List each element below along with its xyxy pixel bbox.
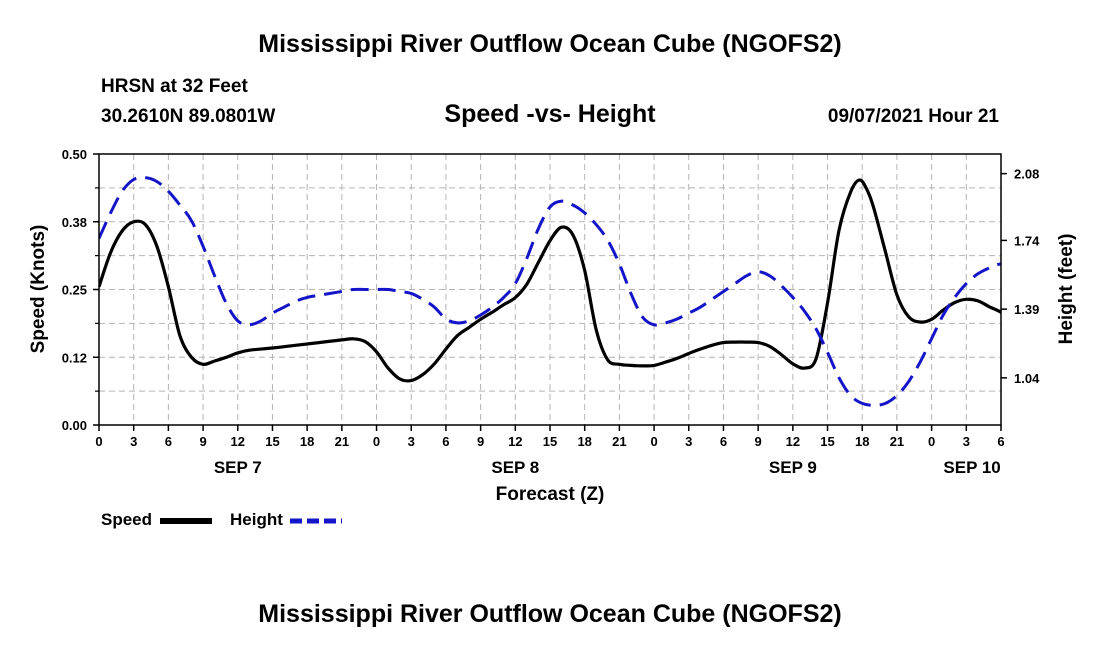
chart-title: Mississippi River Outflow Ocean Cube (NG… (258, 30, 842, 58)
legend: Speed Height (101, 510, 342, 529)
footer-title: Mississippi River Outflow Ocean Cube (NG… (258, 600, 842, 628)
x-tick-label: 6 (997, 434, 1004, 449)
x-tick-label: 12 (508, 434, 522, 449)
legend-label-speed: Speed (101, 510, 152, 529)
y-tick-label: 0.12 (62, 350, 87, 365)
y-tick-label: 0.50 (62, 147, 87, 162)
x-tick-label: 9 (477, 434, 484, 449)
y-axis-label: Speed (Knots) (28, 225, 49, 354)
series-line-speed (99, 178, 1001, 383)
series-line-height (99, 175, 1001, 407)
x-tick-label: 18 (577, 434, 591, 449)
axis-layer: 0 3 6 9 12 15 18 21 0 3 6 9 12 15 18 21 0 3 6 9 12 15 18 21 0 3 6 S… (62, 147, 1040, 477)
y2-tick-label: 1.74 (1014, 233, 1040, 248)
x-tick-label: 21 (612, 434, 626, 449)
x-tick-label: 12 (786, 434, 800, 449)
chart-subtitle: Speed -vs- Height (444, 100, 656, 128)
x-tick-label: 6 (720, 434, 727, 449)
x-tick-label: 0 (650, 434, 657, 449)
y2-tick-label: 1.39 (1014, 302, 1039, 317)
y2-axis-label: Height (feet) (1056, 234, 1077, 345)
y2-tick-label: 2.08 (1014, 167, 1039, 182)
x-tick-label: 3 (408, 434, 415, 449)
x-tick-label: 21 (335, 434, 349, 449)
coordinates-label: 30.2610N 89.0801W (101, 106, 276, 127)
y-tick-label: 0.38 (62, 215, 87, 230)
x-tick-label: 21 (890, 434, 904, 449)
x-tick-label: 15 (265, 434, 279, 449)
x-tick-label: 15 (543, 434, 557, 449)
station-label: HRSN at 32 Feet (101, 76, 248, 97)
y2-tick-label: 1.04 (1014, 371, 1040, 386)
y-tick-label: 0.00 (62, 418, 87, 433)
x-tick-label: 15 (820, 434, 834, 449)
date-label: SEP 10 (943, 458, 1000, 477)
x-tick-label: 0 (95, 434, 102, 449)
date-label: SEP 8 (491, 458, 539, 477)
legend-label-height: Height (230, 510, 283, 529)
date-label: SEP 9 (769, 458, 817, 477)
series-layer (99, 175, 1001, 407)
x-tick-label: 3 (963, 434, 970, 449)
x-tick-label: 6 (165, 434, 172, 449)
x-tick-label: 9 (199, 434, 206, 449)
x-axis-label: Forecast (Z) (496, 484, 605, 505)
x-tick-label: 18 (300, 434, 314, 449)
x-tick-label: 0 (928, 434, 935, 449)
y-tick-label: 0.25 (62, 283, 87, 298)
x-tick-label: 3 (685, 434, 692, 449)
x-tick-label: 18 (855, 434, 869, 449)
x-tick-label: 12 (231, 434, 245, 449)
x-tick-label: 3 (130, 434, 137, 449)
datetime-label: 09/07/2021 Hour 21 (827, 106, 999, 127)
x-tick-label: 6 (442, 434, 449, 449)
x-tick-label: 9 (755, 434, 762, 449)
x-tick-label: 0 (373, 434, 380, 449)
grid-layer (99, 154, 1001, 425)
date-label: SEP 7 (214, 458, 262, 477)
